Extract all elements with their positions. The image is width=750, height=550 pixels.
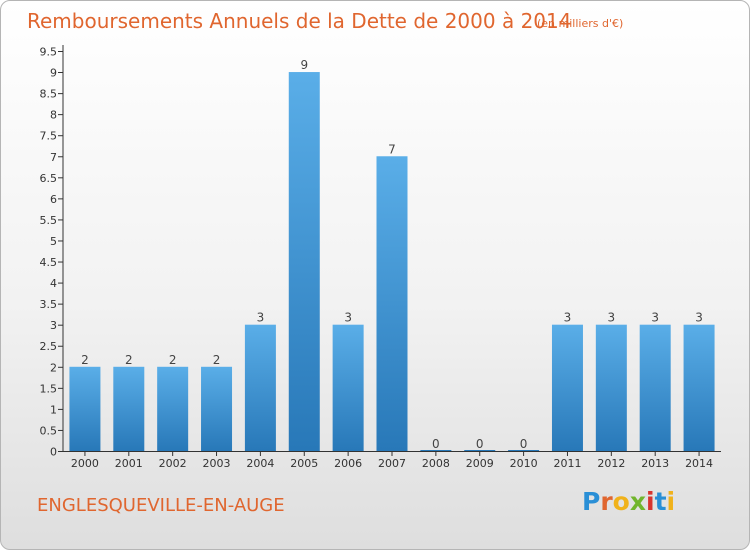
x-tick-label-2004: 2004 — [246, 457, 274, 470]
data-label-2010: 0 — [520, 437, 528, 451]
x-tick-label-2001: 2001 — [115, 457, 143, 470]
y-tick-label: 0 — [50, 446, 57, 459]
logo-letter: i — [666, 487, 676, 516]
bar-2007 — [376, 156, 408, 451]
data-label-2001: 2 — [125, 353, 133, 367]
x-tick-label-2013: 2013 — [641, 457, 669, 470]
y-tick-label: 1 — [50, 403, 57, 416]
logo-letter: P — [582, 487, 601, 516]
y-tick-label: 2 — [50, 361, 57, 374]
bar-2002 — [157, 366, 189, 451]
y-tick-label: 8.5 — [40, 88, 58, 101]
bar-2001 — [113, 366, 145, 451]
logo-letter: r — [600, 487, 613, 516]
bars: 2 2 2 2 3 9 3 7 0 0 0 3 3 3 3 — [69, 58, 715, 451]
y-tick-label: 0.5 — [40, 424, 58, 437]
y-tick-label: 9.5 — [40, 46, 58, 59]
y-tick-label: 3 — [50, 319, 57, 332]
x-tick-label-2011: 2011 — [553, 457, 581, 470]
bar-2003 — [201, 366, 233, 451]
proxiti-logo: Proxiti — [582, 487, 675, 516]
data-label-2009: 0 — [476, 437, 484, 451]
chart-unit: (en milliers d'€) — [537, 17, 624, 30]
data-label-2014: 3 — [695, 311, 703, 325]
x-tick-label-2008: 2008 — [422, 457, 450, 470]
data-label-2007: 7 — [388, 142, 396, 156]
y-tick-label: 4 — [50, 277, 57, 290]
logo-letter: t — [654, 487, 667, 516]
x-tick-label-2010: 2010 — [510, 457, 538, 470]
bar-2005 — [288, 72, 320, 451]
y-tick-label: 7.5 — [40, 130, 58, 143]
y-tick-label: 2.5 — [40, 340, 58, 353]
data-label-2006: 3 — [344, 311, 352, 325]
x-axis: 2000 2001 2002 2003 2004 2005 2006 2007 2008 2009… — [63, 451, 721, 470]
y-tick-label: 6 — [50, 193, 57, 206]
x-tick-label-2009: 2009 — [466, 457, 494, 470]
bar-2011 — [551, 324, 583, 451]
y-tick-label: 4.5 — [40, 256, 58, 269]
bar-2006 — [332, 324, 364, 451]
y-tick-label: 5.5 — [40, 214, 58, 227]
x-tick-label-2007: 2007 — [378, 457, 406, 470]
chart-title: Remboursements Annuels de la Dette de 20… — [27, 9, 572, 33]
data-label-2003: 2 — [213, 353, 221, 367]
data-label-2004: 3 — [257, 311, 265, 325]
y-tick-label: 3.5 — [40, 298, 58, 311]
y-tick-label: 8 — [50, 109, 57, 122]
x-tick-label-2002: 2002 — [159, 457, 187, 470]
data-label-2002: 2 — [169, 353, 177, 367]
data-label-2011: 3 — [564, 311, 572, 325]
bar-2012 — [595, 324, 627, 451]
data-label-2012: 3 — [608, 311, 616, 325]
y-tick-label: 6.5 — [40, 172, 58, 185]
x-tick-label-2014: 2014 — [685, 457, 713, 470]
y-tick-label: 1.5 — [40, 382, 58, 395]
y-tick-label: 5 — [50, 235, 57, 248]
y-tick-label: 7 — [50, 151, 57, 164]
x-tick-label-2003: 2003 — [203, 457, 231, 470]
bar-2000 — [69, 366, 101, 451]
bar-2004 — [244, 324, 276, 451]
x-tick-label-2000: 2000 — [71, 457, 99, 470]
commune-name: ENGLESQUEVILLE-EN-AUGE — [37, 495, 285, 516]
data-label-2000: 2 — [81, 353, 89, 367]
y-axis: 0 0.5 1 1.5 2 2.5 3 3.5 4 4.5 5 5.5 6 6.5 7 7.5 8 8.5 9 9.5 — [40, 45, 64, 459]
bar-2013 — [639, 324, 671, 451]
bar-2014 — [683, 324, 715, 451]
bar-2008 — [420, 450, 452, 451]
data-label-2005: 9 — [300, 58, 308, 72]
y-tick-label: 9 — [50, 67, 57, 80]
logo-letter: x — [629, 487, 646, 516]
data-label-2013: 3 — [651, 311, 659, 325]
bar-2010 — [508, 450, 540, 451]
bar-2009 — [464, 450, 496, 451]
x-tick-label-2012: 2012 — [597, 457, 625, 470]
x-tick-label-2006: 2006 — [334, 457, 362, 470]
logo-letter: o — [612, 487, 630, 516]
x-tick-label-2005: 2005 — [290, 457, 318, 470]
data-label-2008: 0 — [432, 437, 440, 451]
logo-letter: i — [646, 487, 655, 516]
